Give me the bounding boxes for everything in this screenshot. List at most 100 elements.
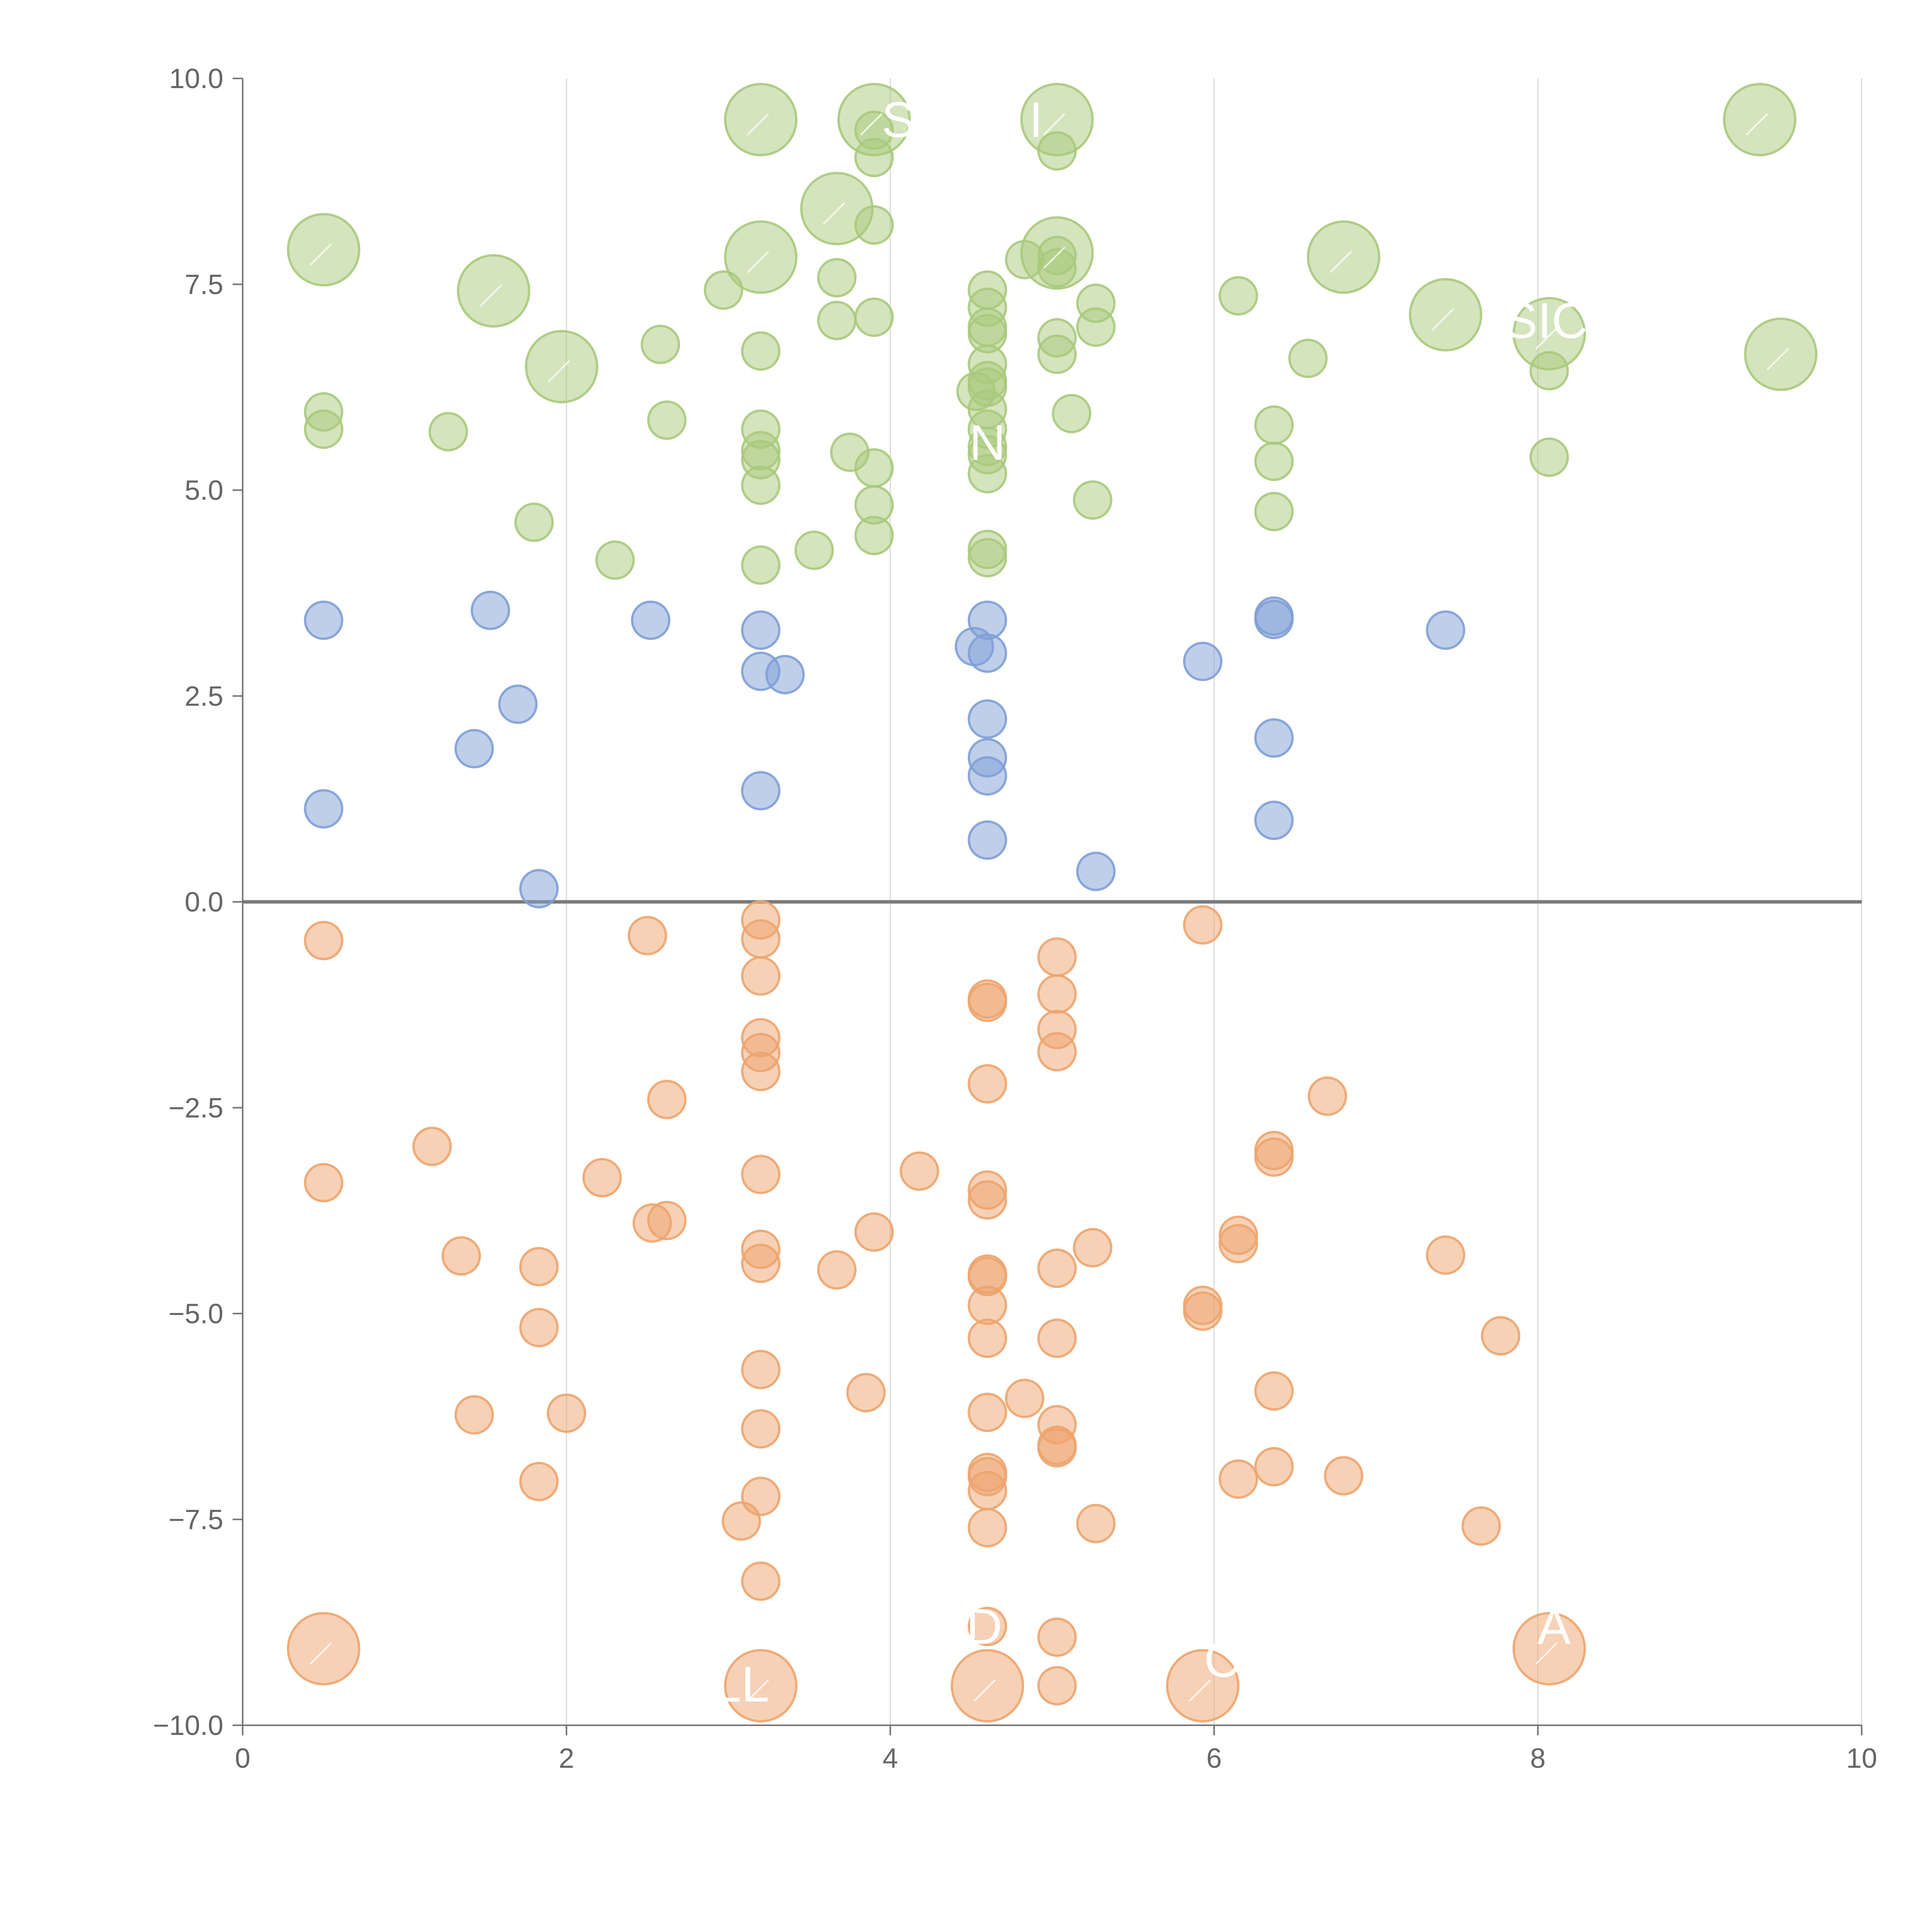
green-bubble xyxy=(1254,492,1294,531)
leader-line xyxy=(1043,247,1065,269)
green-bubble xyxy=(817,301,857,340)
orange-bubble xyxy=(741,1409,781,1449)
axes: 0 2 4 6 8 10 −10.0 −7.5 −5.0 −2.5 0.0 2.5 5.0 7.5 10.0 xyxy=(153,63,1877,1774)
leader-line xyxy=(823,202,845,225)
leader-line xyxy=(1535,1642,1558,1665)
green-bubble xyxy=(595,540,635,580)
blue-bubble xyxy=(498,684,538,724)
green-bubble xyxy=(647,400,687,440)
orange-bubble xyxy=(1073,1228,1112,1268)
green-bubble xyxy=(1076,307,1116,347)
leader-line xyxy=(1745,113,1768,136)
green-bubble xyxy=(794,531,834,570)
green-bubble xyxy=(1288,338,1328,378)
orange-bubble xyxy=(817,1250,857,1290)
orange-bubble xyxy=(1308,1076,1347,1116)
leader-line xyxy=(1535,327,1558,350)
annotation-label: SIC xyxy=(1504,293,1588,349)
orange-bubble xyxy=(968,1607,1007,1646)
leader-line xyxy=(747,113,769,136)
bubble-layer xyxy=(287,83,1818,1723)
green-bubble xyxy=(1723,83,1797,156)
leader-line xyxy=(747,1679,769,1702)
orange-bubble xyxy=(1426,1235,1466,1275)
orange-bubble xyxy=(304,1163,344,1202)
leader-line xyxy=(1329,251,1352,273)
leader-line xyxy=(310,243,332,266)
blue-bubble xyxy=(519,869,559,908)
green-bubble xyxy=(724,83,798,156)
leader-line xyxy=(1767,348,1789,371)
orange-bubble xyxy=(441,1236,481,1276)
green-bubble xyxy=(1005,240,1044,279)
green-bubble xyxy=(1254,405,1294,445)
annotation-label: LL xyxy=(713,1656,769,1712)
green-bubble xyxy=(287,213,361,287)
orange-bubble xyxy=(628,916,667,956)
x-tick-label: 0 xyxy=(235,1743,250,1774)
orange-bubble xyxy=(1461,1506,1501,1546)
blue-bubble xyxy=(304,600,344,640)
green-bubble xyxy=(854,297,894,337)
leader-line xyxy=(1043,113,1065,136)
y-tick-label: 10.0 xyxy=(169,63,223,94)
green-bubble xyxy=(514,502,554,542)
orange-bubble xyxy=(287,1612,361,1685)
orange-bubble xyxy=(1183,905,1223,945)
green-bubble xyxy=(525,330,599,403)
annotation-label: D xyxy=(966,1598,1002,1655)
orange-bubble xyxy=(741,1561,781,1601)
orange-bubble xyxy=(968,1318,1007,1358)
green-bubble xyxy=(817,258,857,298)
orange-bubble xyxy=(968,1508,1007,1548)
green-bubble xyxy=(1254,441,1294,481)
orange-bubble xyxy=(846,1373,886,1413)
orange-bubble xyxy=(1037,1428,1077,1468)
annotation-layer: S I SIC N LL D C A xyxy=(310,92,1789,1712)
orange-bubble xyxy=(582,1158,622,1197)
green-bubble xyxy=(1529,351,1569,391)
green-bubble xyxy=(968,454,1007,493)
green-bubble xyxy=(854,205,894,245)
y-tick-label: −10.0 xyxy=(153,1710,223,1741)
orange-bubble xyxy=(547,1393,586,1433)
blue-bubble xyxy=(631,600,670,640)
leader-line xyxy=(973,1679,996,1702)
annotation-label: I xyxy=(1029,92,1043,148)
x-tick-label: 6 xyxy=(1206,1743,1222,1774)
blue-bubble xyxy=(1076,852,1116,891)
green-bubble xyxy=(457,254,531,328)
green-bubble xyxy=(956,371,996,411)
blue-bubble xyxy=(968,600,1007,640)
orange-bubble xyxy=(1037,1032,1077,1071)
green-bubble xyxy=(1307,220,1381,294)
green-bubble xyxy=(704,270,743,310)
orange-bubble xyxy=(1481,1316,1520,1356)
orange-bubble xyxy=(741,1243,781,1283)
orange-bubble xyxy=(968,1393,1007,1432)
orange-bubble xyxy=(1254,1137,1294,1177)
x-tick-label: 2 xyxy=(559,1743,574,1774)
leader-line xyxy=(548,360,570,383)
green-bubble xyxy=(854,448,894,488)
orange-bubble xyxy=(1005,1378,1044,1418)
green-bubble xyxy=(1052,394,1092,434)
green-bubble xyxy=(1037,334,1077,374)
green-bubble xyxy=(741,465,781,505)
blue-bubble xyxy=(1254,600,1294,639)
blue-bubble xyxy=(1254,718,1294,758)
leader-line xyxy=(1189,1679,1211,1702)
orange-bubble xyxy=(741,1476,781,1516)
orange-bubble xyxy=(304,921,344,961)
green-bubble xyxy=(741,545,781,585)
orange-bubble xyxy=(951,1649,1024,1723)
x-tick-label: 10 xyxy=(1846,1743,1877,1774)
blue-bubble xyxy=(741,771,781,811)
orange-bubble xyxy=(1076,1503,1116,1543)
orange-bubble xyxy=(741,956,781,996)
orange-bubble xyxy=(1254,1371,1294,1411)
green-bubble xyxy=(1037,131,1077,171)
orange-bubble xyxy=(454,1395,494,1435)
orange-bubble xyxy=(1037,1318,1077,1358)
leader-line xyxy=(747,251,769,273)
